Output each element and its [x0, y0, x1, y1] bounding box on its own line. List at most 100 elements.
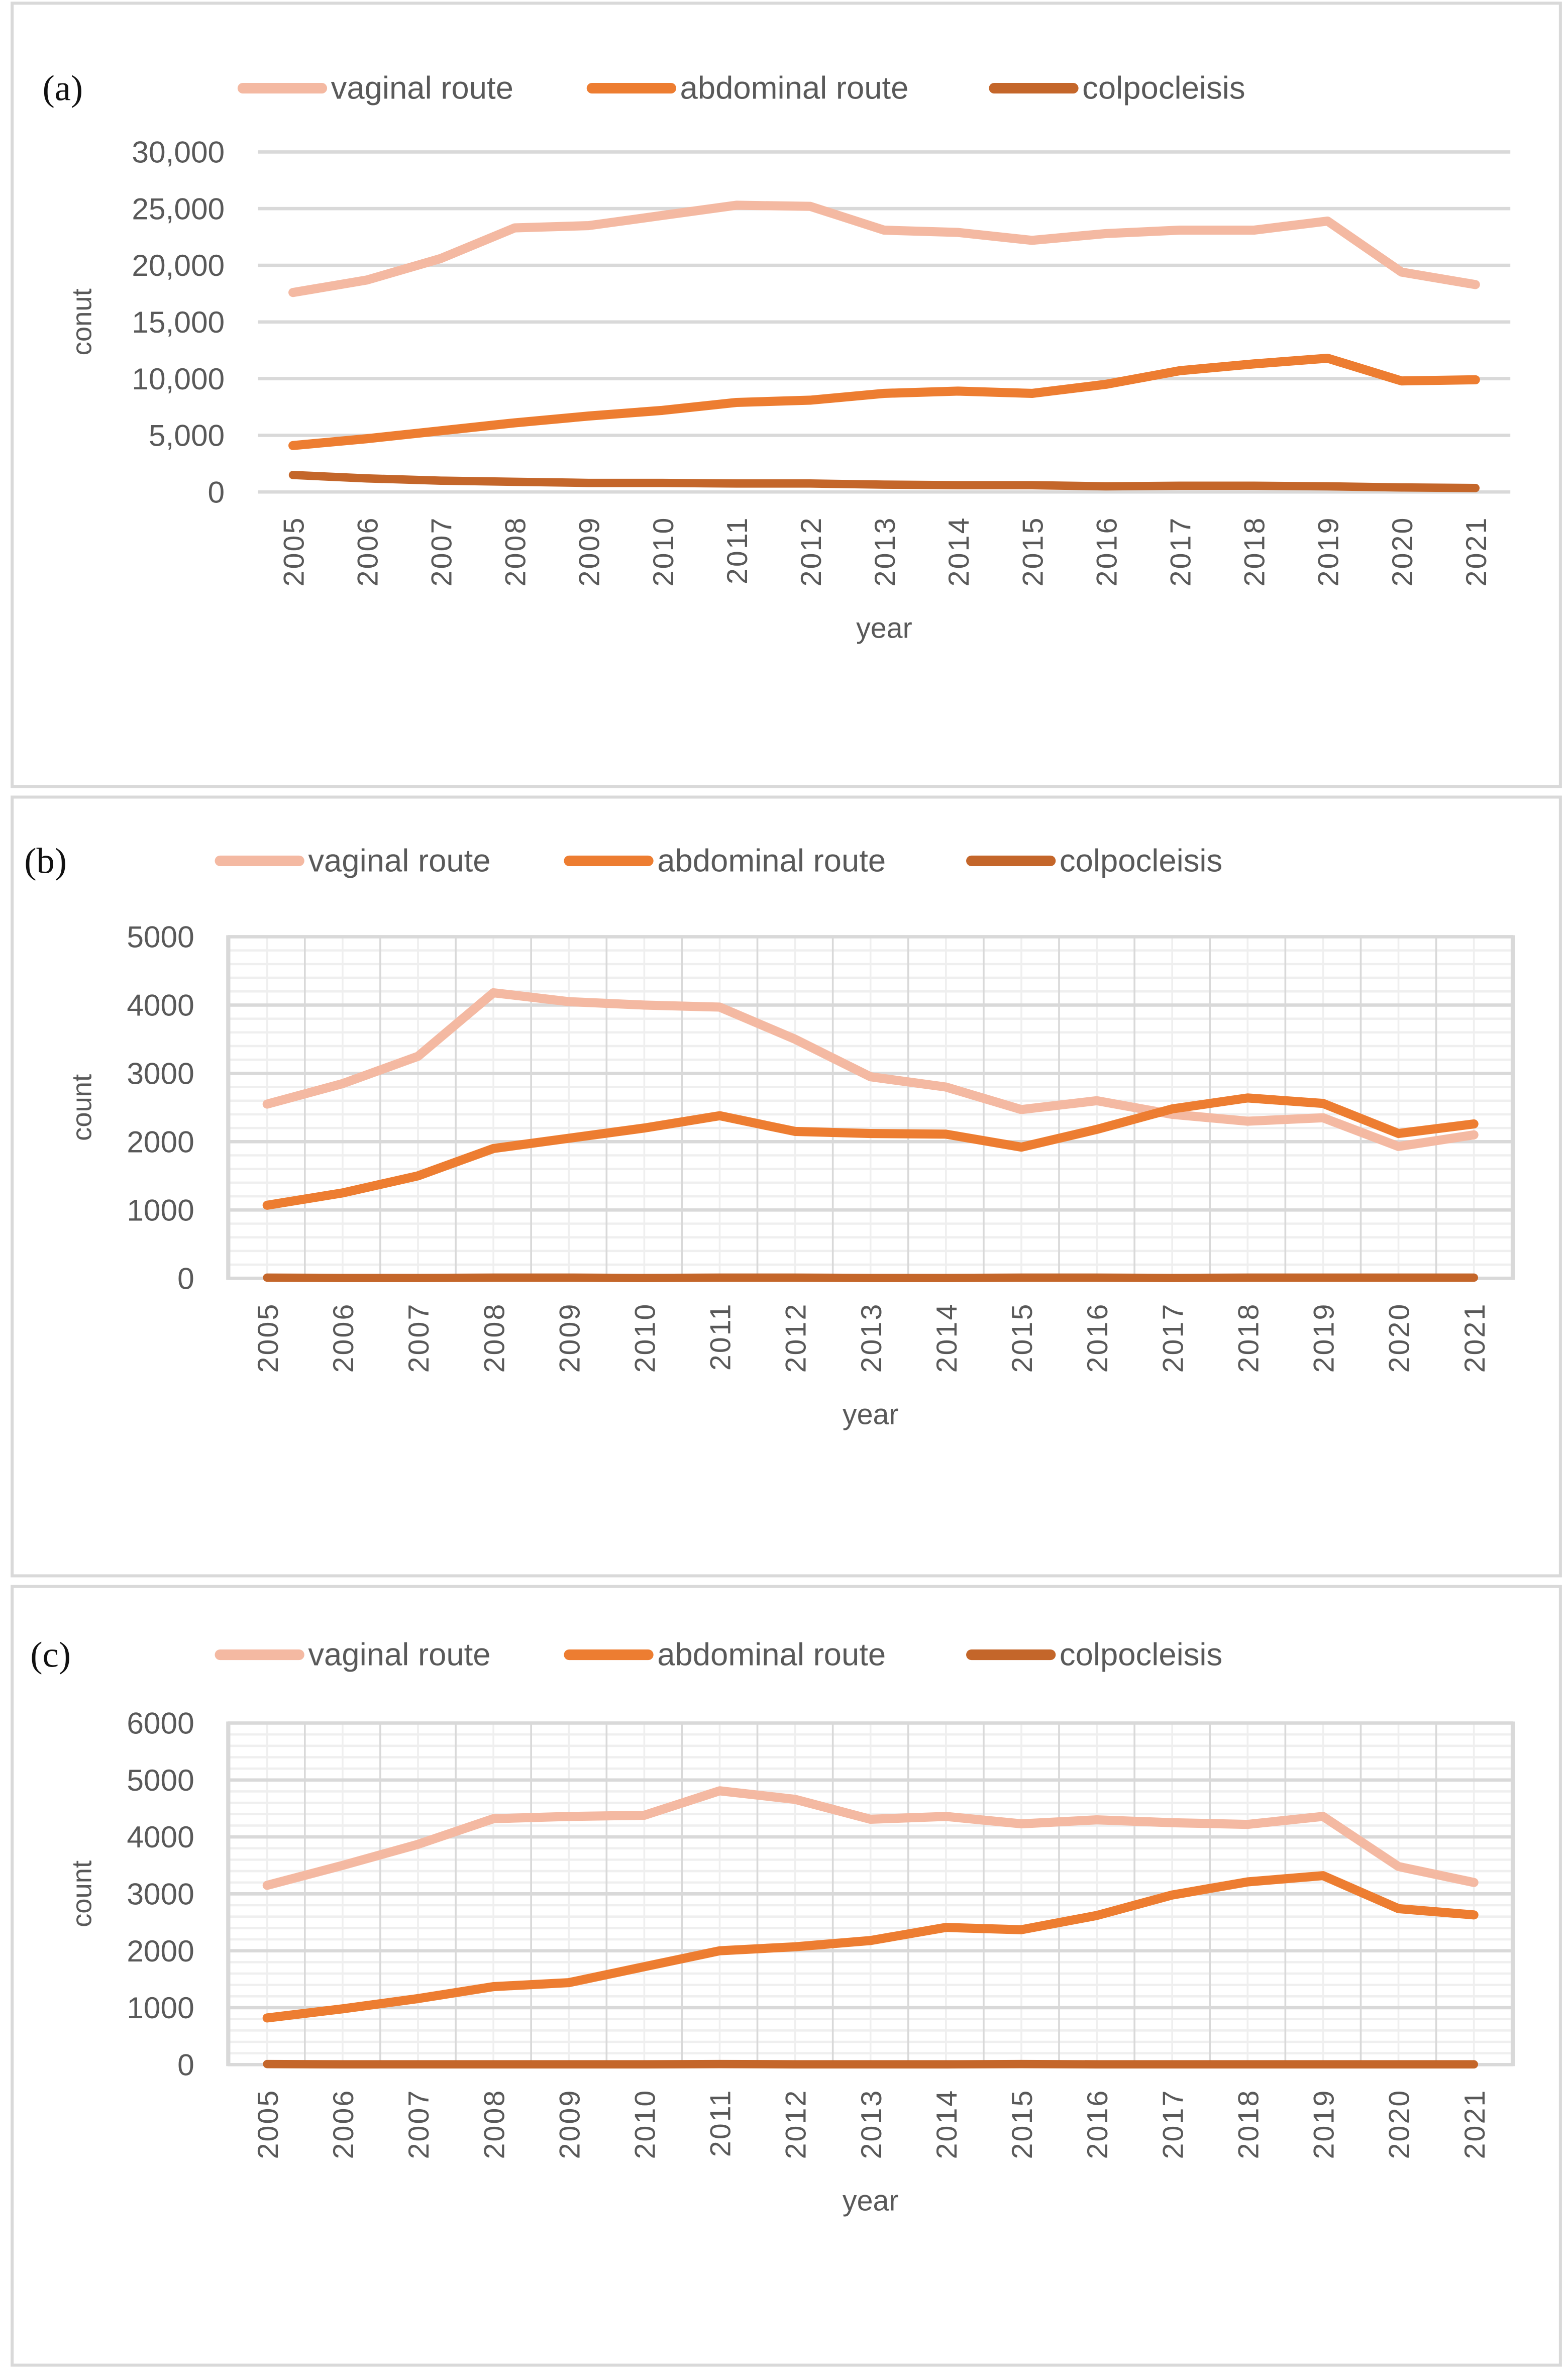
legend-item-abdominal: abdominal route	[564, 844, 886, 879]
data-point-abdominal	[719, 1950, 720, 1951]
data-point-vaginal	[946, 1816, 947, 1817]
y-tick-label: 6000	[127, 1706, 194, 1740]
x-tick-label: 2016	[1091, 516, 1123, 587]
legend-label: vaginal route	[308, 1637, 490, 1673]
y-tick-label: 5000	[127, 920, 194, 954]
x-tick-label: 2012	[795, 516, 827, 587]
data-point-colpocleisis	[736, 483, 737, 484]
x-tick-label: 2015	[1017, 516, 1049, 587]
data-point-abdominal	[1021, 1147, 1022, 1148]
legend-label: colpocleisis	[1060, 1637, 1222, 1673]
data-point-abdominal	[884, 393, 885, 394]
x-tick-label: 2006	[328, 1303, 360, 1373]
data-point-vaginal	[884, 230, 885, 231]
x-tick-label: 2012	[780, 2089, 812, 2159]
x-tick-label: 2013	[856, 1303, 888, 1373]
x-tick-label: 2015	[1006, 1303, 1038, 1373]
legend-item-vaginal: vaginal route	[215, 1637, 491, 1673]
x-tick-label: 2010	[648, 516, 680, 587]
panel-label: (c)	[30, 1634, 70, 1675]
x-tick-label: 2006	[352, 516, 384, 587]
x-tick-label: 2017	[1165, 516, 1197, 587]
legend-label: colpocleisis	[1082, 71, 1245, 106]
data-point-abdominal	[1327, 358, 1328, 359]
data-point-abdominal	[1398, 1133, 1399, 1134]
data-point-colpocleisis	[1327, 486, 1328, 487]
legend-item-colpocleisis: colpocleisis	[966, 844, 1222, 879]
data-point-abdominal	[588, 416, 589, 417]
x-tick-label: 2020	[1384, 1303, 1416, 1373]
data-point-vaginal	[870, 1819, 871, 1820]
x-tick-label: 2009	[554, 2089, 586, 2159]
x-tick-label: 2008	[478, 2089, 510, 2159]
x-tick-label: 2016	[1082, 2089, 1114, 2159]
panel-border	[11, 795, 1562, 1578]
x-tick-label: 2021	[1460, 516, 1493, 587]
x-tick-label: 2018	[1232, 2089, 1265, 2159]
x-tick-label: 2014	[931, 1303, 963, 1373]
y-tick-label: 2000	[127, 1934, 194, 1968]
legend-label: vaginal route	[308, 844, 490, 879]
data-point-vaginal	[1172, 1114, 1173, 1115]
y-axis-label: count	[66, 1860, 97, 1927]
x-axis-label: year	[843, 2185, 899, 2217]
y-axis-label: count	[66, 1074, 97, 1141]
chart-panel-c: 0 1000 2000 3000 4000 5000 6000 2005 2006 2007 200…	[11, 1585, 1562, 2367]
x-tick-label: 2010	[630, 1303, 662, 1373]
x-tick-label: 2017	[1157, 1303, 1189, 1373]
x-tick-label: 2014	[931, 2089, 963, 2159]
x-tick-label: 2020	[1387, 516, 1419, 587]
data-point-abdominal	[870, 1940, 871, 1941]
y-tick-label: 0	[177, 1261, 194, 1295]
x-tick-label: 2021	[1459, 2089, 1491, 2159]
data-point-vaginal	[1327, 221, 1328, 222]
x-tick-label: 2007	[403, 1303, 435, 1373]
x-tick-label: 2014	[943, 516, 975, 587]
data-point-abdominal	[1021, 1929, 1022, 1930]
x-tick-label: 2017	[1157, 2089, 1189, 2159]
chart-panel-b: 0 1000 2000 3000 4000 5000 2005 2006 2007 2008 200…	[11, 795, 1562, 1578]
x-tick-label: 2013	[856, 2089, 888, 2159]
x-tick-label: 2006	[328, 2089, 360, 2159]
x-tick-label: 2007	[426, 516, 458, 587]
legend-label: vaginal route	[331, 71, 513, 106]
legend-label: abdominal route	[657, 1637, 886, 1673]
x-tick-label: 2011	[705, 1303, 737, 1371]
y-tick-label: 3000	[127, 1057, 194, 1091]
data-point-vaginal	[1172, 1822, 1173, 1823]
data-point-vaginal	[1021, 1109, 1022, 1110]
data-point-abdominal	[719, 1115, 720, 1116]
legend-item-vaginal: vaginal route	[237, 71, 513, 106]
panel-label: (b)	[24, 841, 67, 881]
x-tick-label: 2005	[278, 516, 310, 587]
data-point-colpocleisis	[1401, 487, 1402, 488]
panel-border	[11, 2, 1562, 788]
data-point-vaginal	[644, 1815, 645, 1816]
x-tick-label: 2018	[1239, 516, 1271, 587]
legend-item-abdominal: abdominal route	[586, 71, 909, 106]
legend-label: abdominal route	[680, 71, 909, 106]
y-tick-label: 30,000	[132, 135, 225, 169]
data-point-abdominal	[946, 1927, 947, 1928]
legend-item-abdominal: abdominal route	[564, 1637, 886, 1673]
legend-label: colpocleisis	[1060, 844, 1222, 879]
x-tick-label: 2019	[1313, 516, 1345, 587]
data-point-vaginal	[417, 1056, 419, 1057]
panel-border	[11, 1585, 1562, 2367]
x-tick-label: 2019	[1308, 2089, 1340, 2159]
x-tick-label: 2008	[500, 516, 532, 587]
x-tick-label: 2011	[721, 516, 754, 585]
data-point-vaginal	[1247, 1824, 1248, 1825]
data-point-colpocleisis	[810, 483, 811, 484]
y-tick-label: 0	[208, 475, 225, 509]
y-tick-label: 2000	[127, 1124, 194, 1159]
x-tick-label: 2005	[252, 1303, 284, 1373]
y-tick-label: 5000	[127, 1763, 194, 1797]
y-tick-label: 3000	[127, 1877, 194, 1911]
data-point-vaginal	[417, 1844, 419, 1845]
y-tick-label: 20,000	[132, 248, 225, 282]
chart-panel-a: 0 5,000 10,000 15,000 20,000 25,000 30,000 2005…	[11, 2, 1562, 788]
x-tick-label: 2018	[1232, 1303, 1265, 1373]
x-tick-label: 2009	[574, 516, 606, 587]
x-tick-label: 2005	[252, 2089, 284, 2159]
